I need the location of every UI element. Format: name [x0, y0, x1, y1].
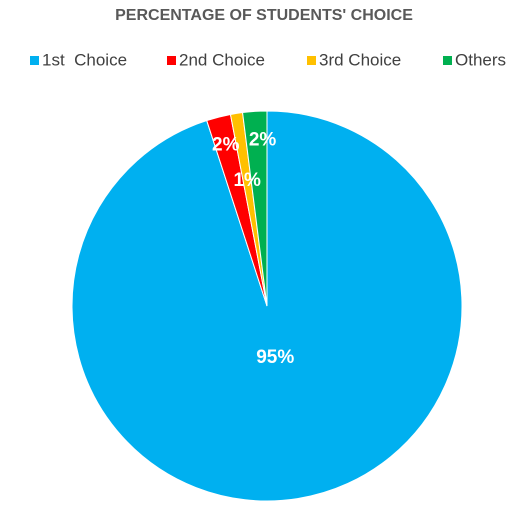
- legend-marker: [443, 56, 452, 65]
- data-label: 2%: [249, 130, 277, 151]
- legend-marker: [167, 56, 176, 65]
- data-label: 95%: [256, 347, 294, 368]
- data-label: 2%: [212, 134, 240, 155]
- legend-marker: [307, 56, 316, 65]
- legend-label: 2nd Choice: [179, 50, 265, 69]
- legend-marker: [30, 56, 39, 65]
- data-label: 1%: [233, 170, 261, 191]
- pie-slice: [242, 110, 268, 307]
- legend-label: Others: [455, 50, 506, 69]
- legend-label: 1st Choice: [42, 50, 127, 69]
- legend-label: 3rd Choice: [319, 50, 401, 69]
- chart-title: PERCENTAGE OF STUDENTS' CHOICE: [115, 7, 413, 24]
